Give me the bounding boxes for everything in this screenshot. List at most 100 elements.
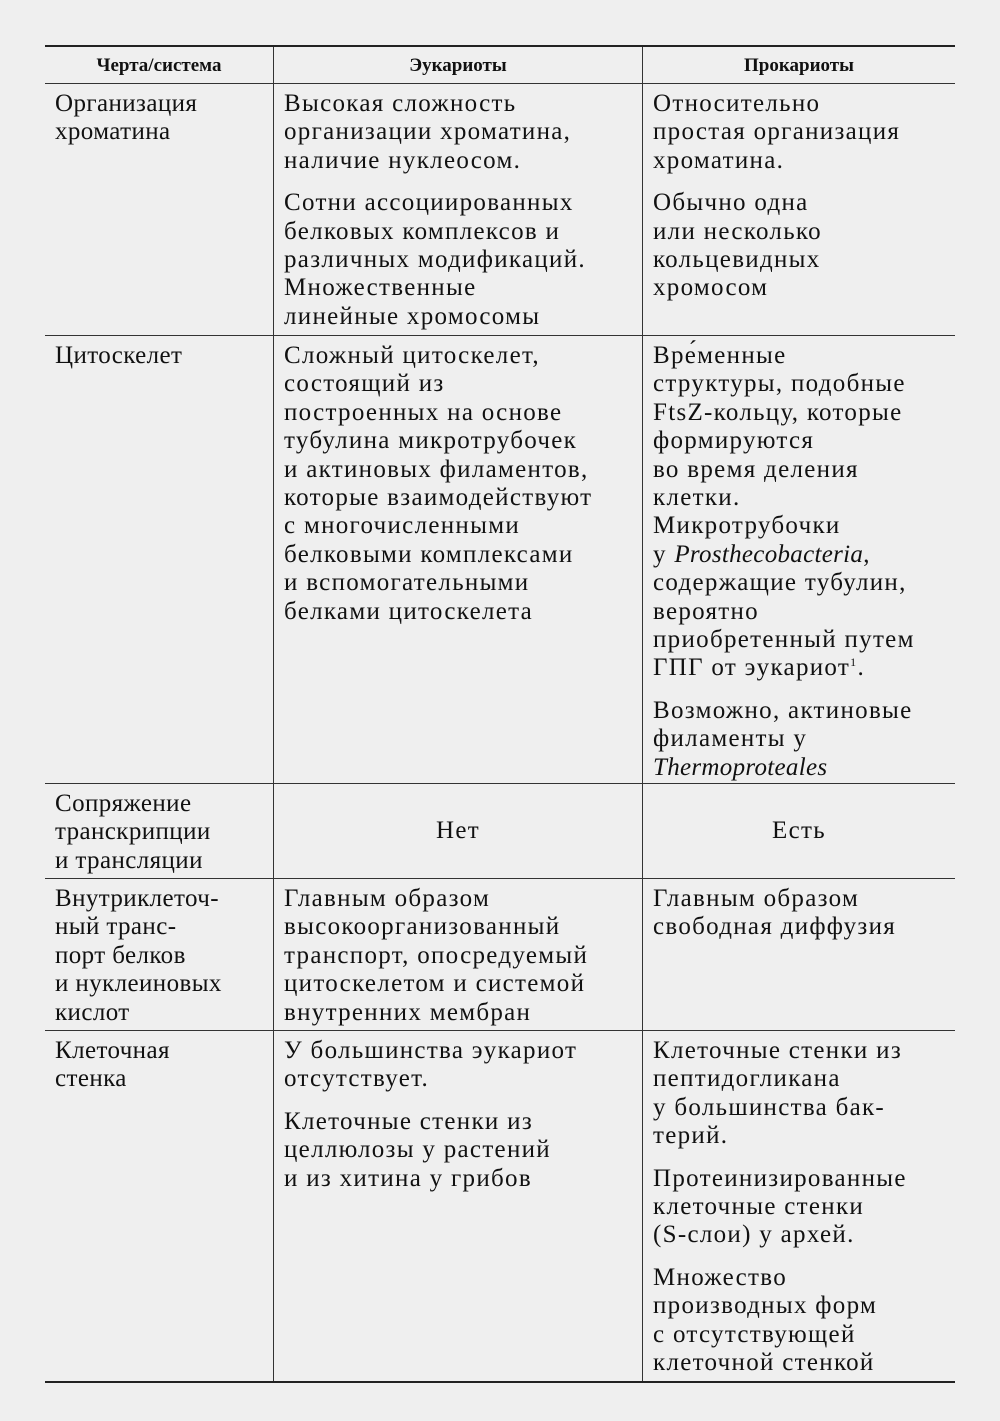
text-line: построенных на основе bbox=[284, 398, 563, 426]
text-line: вероятно bbox=[653, 597, 759, 625]
text-line: FtsZ-кольцу, которые bbox=[653, 398, 903, 426]
text-line: у большинства бак- bbox=[653, 1093, 886, 1121]
text-line: Клеточная bbox=[55, 1037, 170, 1064]
table-row: Организация хроматина Высокая сложность орг… bbox=[45, 84, 955, 336]
text-line: Организация bbox=[55, 90, 198, 117]
text-line: производных форм bbox=[653, 1292, 878, 1320]
text-line: формируются bbox=[653, 427, 815, 455]
text-line: Микротрубочки bbox=[653, 512, 841, 540]
paragraph: Вре́менные структуры, подобные FtsZ-кольцу… bbox=[653, 342, 947, 683]
text-segment: у bbox=[653, 540, 675, 568]
paragraph: Сложный цитоскелет, состоящий из построенн… bbox=[284, 342, 634, 626]
feature-cell: Цитоскелет bbox=[45, 336, 273, 783]
text-line: (S-слои) у архей. bbox=[653, 1221, 855, 1249]
text-line: структуры, подобные bbox=[653, 370, 906, 398]
text-line: терий. bbox=[653, 1122, 729, 1150]
text-line: и вспомогательными bbox=[284, 569, 530, 597]
text-line: Сложный цитоскелет, bbox=[284, 342, 540, 369]
text-segment: ГПГ от эукариот bbox=[653, 654, 851, 682]
text-line: отсутствует. bbox=[284, 1065, 430, 1093]
text-line: которые взаимодействуют bbox=[284, 484, 593, 512]
text-line: Клеточные стенки из bbox=[653, 1037, 903, 1064]
text-line: Множество bbox=[653, 1263, 788, 1291]
text-line: Цитоскелет bbox=[55, 342, 183, 369]
eukaryotes-cell: У большинства эукариот отсутствует. Клеточ… bbox=[273, 1031, 642, 1381]
text-line: Относительно bbox=[653, 90, 821, 117]
paragraph: Клеточные стенки из пептидогликана у больш… bbox=[653, 1037, 947, 1151]
text-line: клетки. bbox=[653, 484, 741, 512]
text-line: различных модификаций. bbox=[284, 246, 586, 274]
paragraph: Сотни ассоциированных белковых комплексов… bbox=[284, 189, 634, 331]
text-line: Вре́менные bbox=[653, 342, 787, 369]
text-line: Сопряжение bbox=[55, 790, 192, 817]
text-line: целлюлозы у растений bbox=[284, 1136, 551, 1164]
text-line: тубулина микротрубочек bbox=[284, 427, 578, 455]
feature-cell: Клеточная стенка bbox=[45, 1031, 273, 1381]
text-line: во время деления bbox=[653, 455, 859, 483]
feature-cell: Организация хроматина bbox=[45, 84, 273, 335]
text-line: ный транс- bbox=[55, 913, 177, 941]
text-line: кислот bbox=[55, 998, 130, 1026]
text-line: транскрипции bbox=[55, 818, 211, 846]
paragraph: Клеточные стенки из целлюлозы у растений и… bbox=[284, 1108, 634, 1193]
text-line: У большинства эукариот bbox=[284, 1037, 578, 1064]
table-row: Внутриклеточ-ный транс-порт белков и нукл… bbox=[45, 879, 955, 1031]
text-segment: , bbox=[863, 540, 871, 568]
eukaryotes-cell: Сложный цитоскелет, состоящий из построенн… bbox=[273, 336, 642, 783]
paragraph: Множество производных форм с отсутствующей… bbox=[653, 1264, 947, 1378]
paragraph: Относительно простая организация хроматина… bbox=[653, 90, 947, 175]
text-line: Внутриклеточ- bbox=[55, 885, 219, 912]
text-line: и из хитина у грибов bbox=[284, 1164, 532, 1192]
text-line: с многочисленными bbox=[284, 512, 521, 540]
text-line: Клеточные стенки из bbox=[284, 1107, 534, 1135]
text-line: клеточные стенки bbox=[653, 1193, 865, 1221]
eukaryotes-cell: Высокая сложность организации хроматина, н… bbox=[273, 84, 642, 335]
prokaryotes-cell: Есть bbox=[642, 784, 955, 878]
text-line: линейные хромосомы bbox=[284, 302, 541, 330]
paragraph: Клеточная стенка bbox=[55, 1037, 265, 1094]
table-row: Сопряжение транскрипции и трансляции Нет Ест… bbox=[45, 784, 955, 879]
prokaryotes-cell: Вре́менные структуры, подобные FtsZ-кольцу… bbox=[642, 336, 955, 783]
text-line: ГПГ от эукариот1. bbox=[653, 654, 947, 682]
table-row: Клеточная стенка У большинства эукариот отс… bbox=[45, 1031, 955, 1381]
text-line: клеточной стенкой bbox=[653, 1349, 875, 1377]
text-line: внутренних мембран bbox=[284, 998, 532, 1026]
eukaryotes-cell: Нет bbox=[273, 784, 642, 878]
paragraph: Нет bbox=[436, 817, 480, 845]
text-line: приобретенный путем bbox=[653, 626, 915, 654]
text-line: Есть bbox=[772, 816, 826, 844]
text-line: белковых комплексов и bbox=[284, 217, 561, 245]
paragraph: Есть bbox=[772, 817, 826, 845]
text-line: Обычно одна bbox=[653, 189, 809, 217]
text-line: Thermoproteales bbox=[653, 754, 947, 782]
text-line: высокоорганизованный bbox=[284, 913, 561, 941]
prokaryotes-cell: Относительно простая организация хроматина… bbox=[642, 84, 955, 335]
text-line: хроматина bbox=[55, 118, 171, 146]
text-line: Множественные bbox=[284, 274, 477, 302]
header-feature: Черта/система bbox=[96, 55, 222, 76]
text-line: транспорт, опосредуемый bbox=[284, 941, 589, 969]
text-line: у Prosthecobacteria, bbox=[653, 541, 947, 569]
paragraph: Главным образом свободная диффузия bbox=[653, 885, 947, 942]
text-line: филаменты у bbox=[653, 725, 808, 753]
header-prokaryotes: Прокариоты bbox=[642, 47, 955, 83]
paragraph: Обычно одна или несколько кольцевидных хром… bbox=[653, 189, 947, 303]
text-line: простая организация bbox=[653, 118, 901, 146]
text-line: белковыми комплексами bbox=[284, 540, 574, 568]
text-line: и нуклеиновых bbox=[55, 970, 222, 998]
italic-term: Prosthecobacteria bbox=[674, 540, 864, 568]
text-line: кольцевидных bbox=[653, 246, 821, 274]
text-line: цитоскелетом и системой bbox=[284, 970, 586, 998]
text-line: и актиновых филаментов, bbox=[284, 455, 589, 483]
prokaryotes-cell: Главным образом свободная диффузия bbox=[642, 879, 955, 1030]
text-line: с отсутствующей bbox=[653, 1320, 856, 1348]
text-line: Высокая сложность bbox=[284, 90, 517, 117]
paragraph: Цитоскелет bbox=[55, 342, 265, 370]
text-line: Главным образом bbox=[284, 885, 491, 912]
footnote-ref: 1 bbox=[850, 655, 858, 670]
text-line: Нет bbox=[436, 816, 480, 844]
text-line: и трансляции bbox=[55, 846, 203, 874]
paragraph: У большинства эукариот отсутствует. bbox=[284, 1037, 634, 1094]
paragraph: Возможно, актиновые филаменты у Thermoprot… bbox=[653, 697, 947, 782]
text-line: наличие нуклеосом. bbox=[284, 146, 522, 174]
